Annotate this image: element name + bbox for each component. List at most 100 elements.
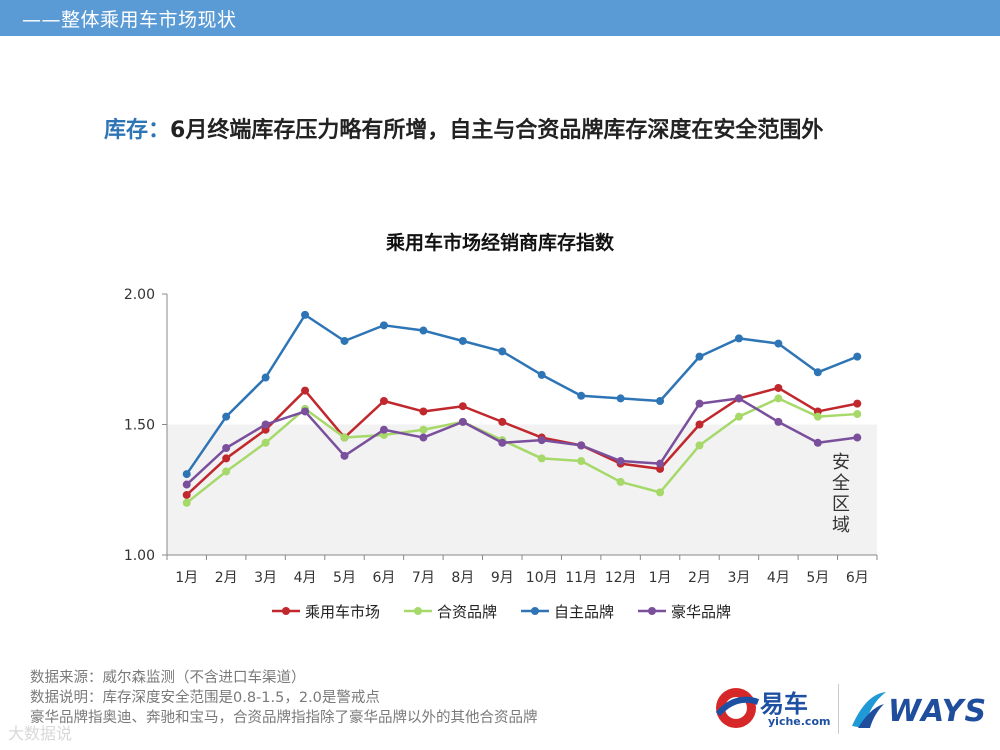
ways-logo-text: WAYS	[888, 694, 988, 729]
data-point-series-3	[537, 370, 546, 379]
data-point-series-2	[734, 412, 743, 421]
data-point-series-4	[498, 438, 507, 447]
data-point-series-1	[182, 490, 191, 499]
data-point-series-3	[419, 326, 428, 335]
data-point-series-3	[301, 310, 310, 319]
data-point-series-3	[813, 368, 822, 377]
ways-logo-mark-icon	[852, 692, 886, 728]
data-point-series-2	[656, 488, 665, 497]
x-tick-label: 12月	[605, 570, 637, 586]
data-point-series-1	[419, 407, 428, 416]
data-point-series-4	[261, 420, 270, 429]
x-tick-label: 1月	[175, 570, 198, 586]
y-tick-label: 1.00	[124, 548, 155, 564]
data-point-series-2	[813, 412, 822, 421]
data-point-series-3	[577, 391, 586, 400]
data-point-series-3	[853, 352, 862, 361]
data-point-series-3	[458, 336, 467, 345]
note-definition: 豪华品牌指奥迪、奔驰和宝马，合资品牌指指除了豪华品牌以外的其他合资品牌	[30, 710, 538, 726]
x-tick-label: 4月	[767, 570, 790, 586]
headline-key: 库存：	[104, 118, 171, 143]
data-point-series-4	[577, 441, 586, 450]
data-point-series-3	[182, 470, 191, 479]
data-point-series-2	[182, 498, 191, 507]
data-point-series-4	[340, 451, 349, 460]
logo-divider	[838, 684, 839, 734]
x-tick-label: 6月	[846, 570, 869, 586]
ways-logo: WAYS	[848, 686, 986, 734]
data-point-series-4	[853, 433, 862, 442]
data-point-series-4	[182, 480, 191, 489]
note-source: 数据来源：威尔森监测（不含进口车渠道）	[30, 670, 306, 686]
data-point-series-2	[222, 467, 231, 476]
data-point-series-4	[379, 425, 388, 434]
data-point-series-2	[577, 457, 586, 466]
data-point-series-2	[261, 438, 270, 447]
x-tick-label: 1月	[649, 570, 672, 586]
data-point-series-1	[853, 399, 862, 408]
data-point-series-3	[498, 347, 507, 356]
watermark: 大数据说	[8, 724, 73, 743]
data-point-series-3	[616, 394, 625, 403]
data-point-series-3	[379, 321, 388, 330]
series-line-1	[185, 386, 858, 496]
data-point-series-1	[379, 397, 388, 406]
data-point-series-4	[222, 443, 231, 452]
x-tick-label: 5月	[333, 570, 356, 586]
legend-label-3: 自主品牌	[554, 603, 614, 621]
legend-label-4: 豪华品牌	[671, 603, 731, 621]
data-point-series-2	[695, 441, 704, 450]
data-point-series-4	[695, 399, 704, 408]
series-line-4	[185, 397, 858, 486]
safe-zone-label-char: 域	[832, 515, 850, 536]
x-tick-label: 8月	[451, 570, 474, 586]
section-title: ——整体乘用车市场现状	[22, 9, 237, 31]
data-point-series-3	[695, 352, 704, 361]
data-point-series-3	[656, 397, 665, 406]
data-point-series-4	[458, 417, 467, 426]
data-point-series-4	[537, 436, 546, 445]
legend-marker-3	[531, 607, 539, 615]
x-tick-label: 5月	[806, 570, 829, 586]
y-tick-label: 1.50	[124, 418, 155, 434]
data-point-series-1	[222, 454, 231, 463]
yiche-logo-text: 易车	[760, 690, 808, 718]
legend-marker-1	[282, 607, 290, 615]
data-point-series-2	[340, 433, 349, 442]
legend-label-2: 合资品牌	[437, 603, 497, 621]
data-point-series-4	[419, 433, 428, 442]
data-point-series-2	[419, 425, 428, 434]
note-explanation: 数据说明：库存深度安全范围是0.8-1.5，2.0是警戒点	[30, 690, 380, 706]
safe-zone-label-char: 全	[832, 473, 850, 494]
data-point-series-1	[695, 420, 704, 429]
data-point-series-3	[261, 373, 270, 382]
x-tick-label: 2月	[688, 570, 711, 586]
data-point-series-1	[301, 386, 310, 395]
data-point-series-2	[537, 454, 546, 463]
safe-zone-band	[167, 424, 877, 555]
yiche-logo: 易车 yiche.com	[712, 682, 837, 736]
data-point-series-3	[222, 412, 231, 421]
yiche-logo-mark-icon	[715, 688, 760, 728]
top-header-bar: ——整体乘用车市场现状	[0, 0, 1000, 36]
data-point-series-1	[458, 402, 467, 411]
chart-title: 乘用车市场经销商库存指数	[385, 232, 614, 254]
headline-text: 6月终端库存压力略有所增，自主与合资品牌库存深度在安全范围外	[170, 118, 824, 143]
x-tick-label: 3月	[727, 570, 750, 586]
legend-marker-2	[414, 607, 422, 615]
data-point-series-3	[340, 336, 349, 345]
data-point-series-4	[813, 438, 822, 447]
data-point-series-3	[734, 334, 743, 343]
headline: 库存：6月终端库存压力略有所增，自主与合资品牌库存深度在安全范围外	[104, 112, 823, 144]
x-tick-label: 2月	[215, 570, 238, 586]
data-point-series-4	[734, 394, 743, 403]
notes: 数据来源：威尔森监测（不含进口车渠道） 数据说明：库存深度安全范围是0.8-1.…	[30, 668, 538, 728]
safe-zone-label-char: 区	[832, 494, 850, 515]
data-point-series-1	[774, 383, 783, 392]
x-tick-label: 9月	[491, 570, 514, 586]
legend-marker-4	[648, 607, 656, 615]
x-tick-label: 6月	[372, 570, 395, 586]
x-tick-label: 11月	[565, 570, 597, 586]
data-point-series-1	[498, 417, 507, 426]
